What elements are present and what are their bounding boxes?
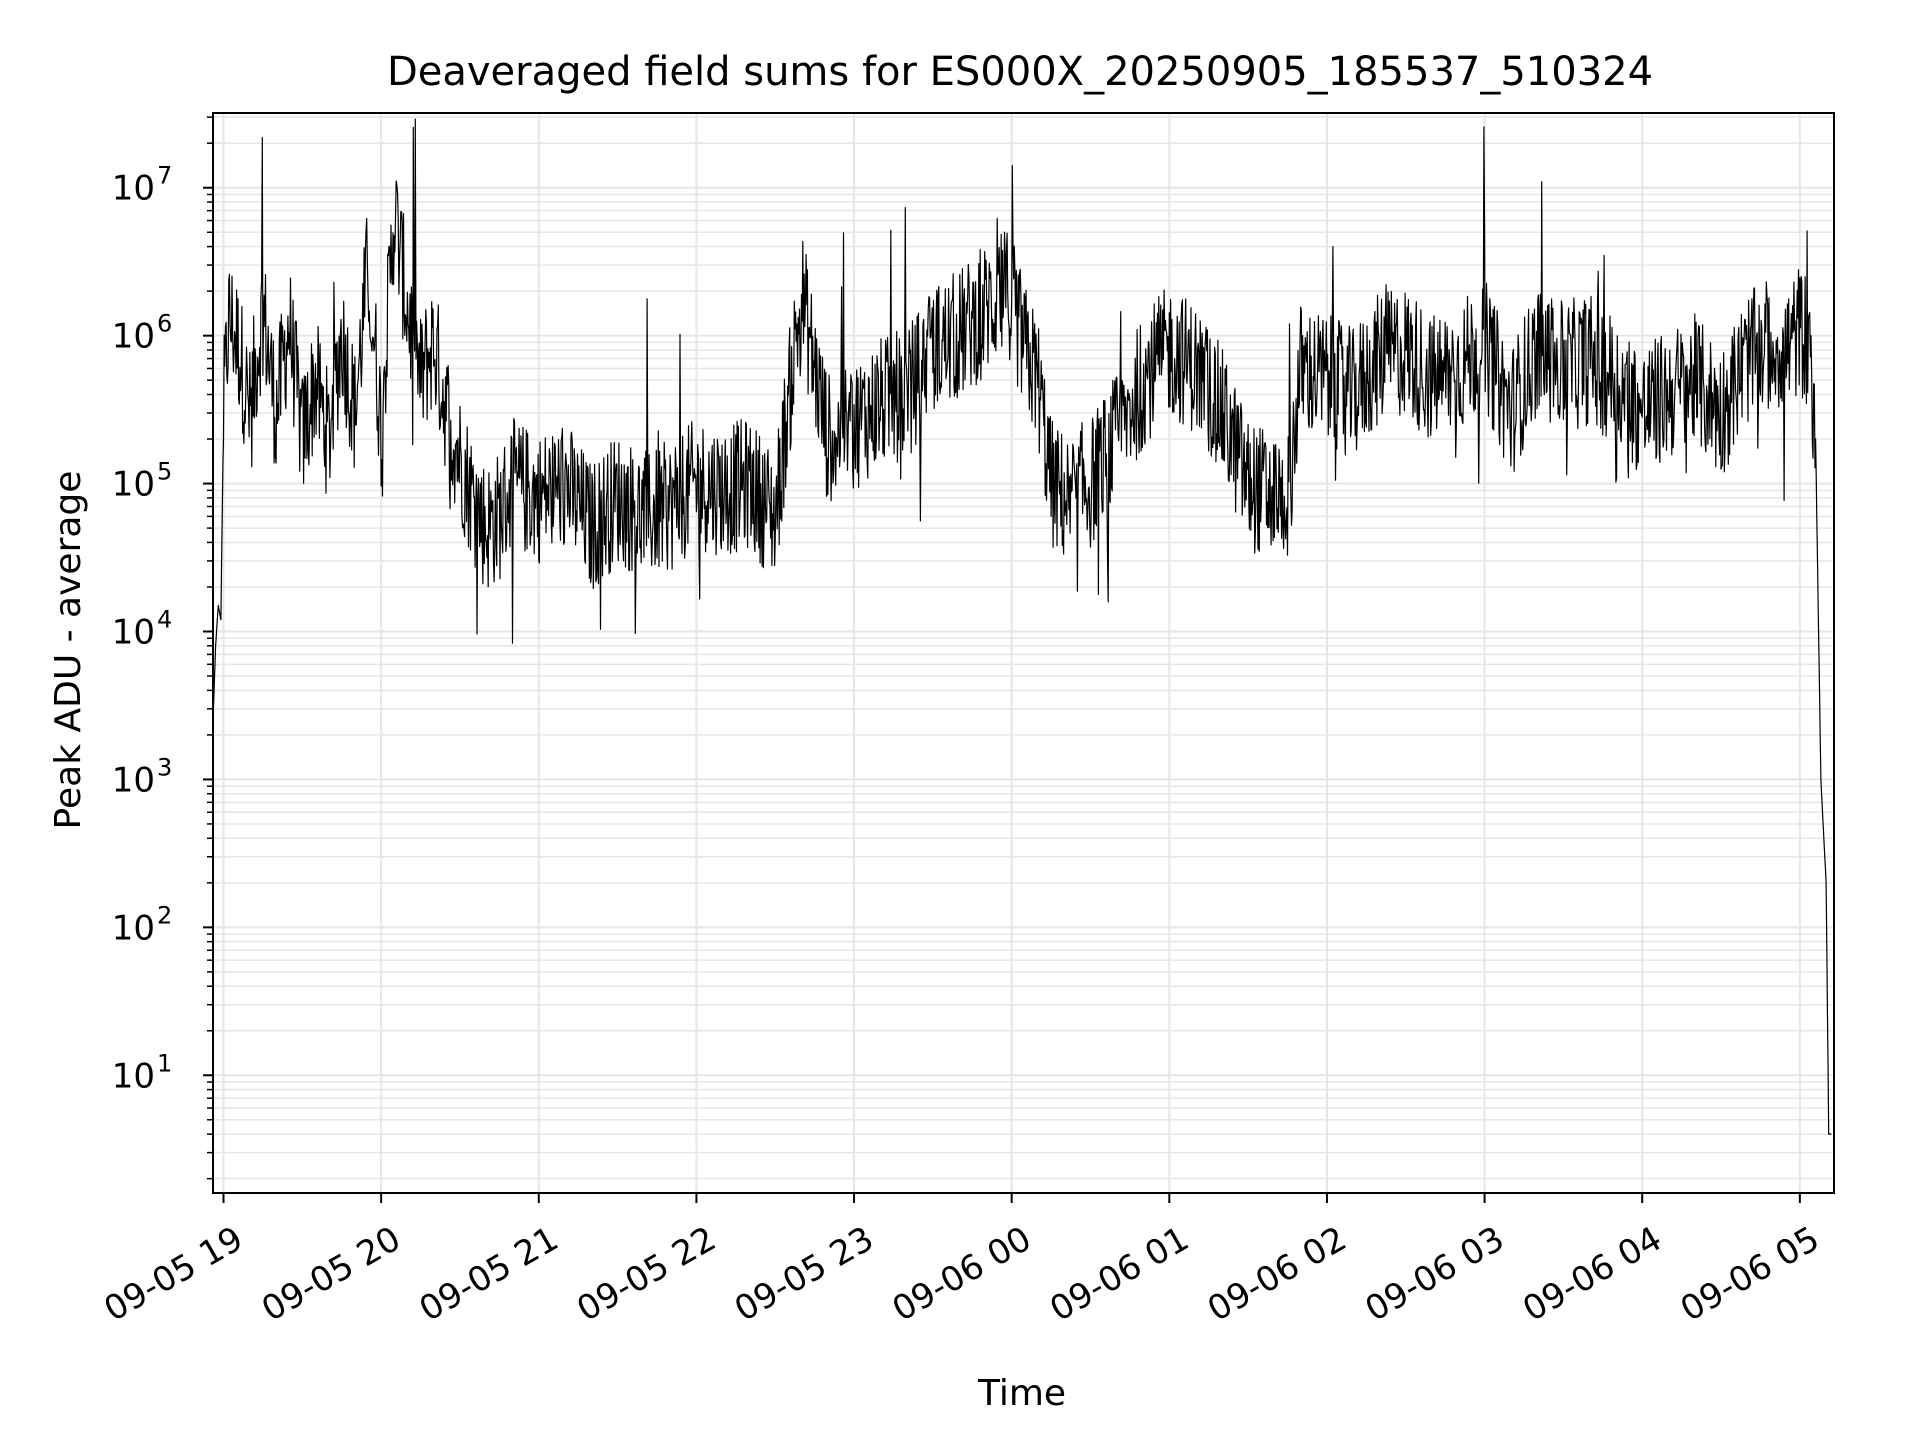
y-tick-label-exponent: 1: [157, 1049, 172, 1077]
x-axis-label: Time: [977, 1373, 1066, 1414]
y-tick-label-exponent: 6: [157, 310, 172, 338]
series-line: [212, 118, 1832, 1135]
y-tick-label: 10: [112, 760, 155, 800]
y-tick-label-exponent: 5: [157, 458, 172, 486]
plot-frame: [212, 112, 1835, 1194]
grid: [213, 113, 1834, 1193]
y-tick-label-exponent: 3: [157, 753, 172, 781]
data-line: [212, 118, 1832, 1135]
y-tick-label-exponent: 2: [157, 901, 172, 929]
y-tick-label: 10: [112, 169, 155, 209]
y-tick-label: 10: [112, 1056, 155, 1096]
y-tick-label: 10: [112, 465, 155, 505]
y-tick-label: 10: [112, 908, 155, 948]
y-tick-label-exponent: 7: [157, 162, 172, 190]
y-tick-label: 10: [112, 612, 155, 652]
y-axis-label: Peak ADU - average: [48, 471, 89, 830]
chart-title: Deaveraged field sums for ES000X_2025090…: [387, 49, 1653, 95]
y-tick-label-exponent: 4: [157, 605, 172, 633]
y-tick-label: 10: [112, 317, 155, 357]
